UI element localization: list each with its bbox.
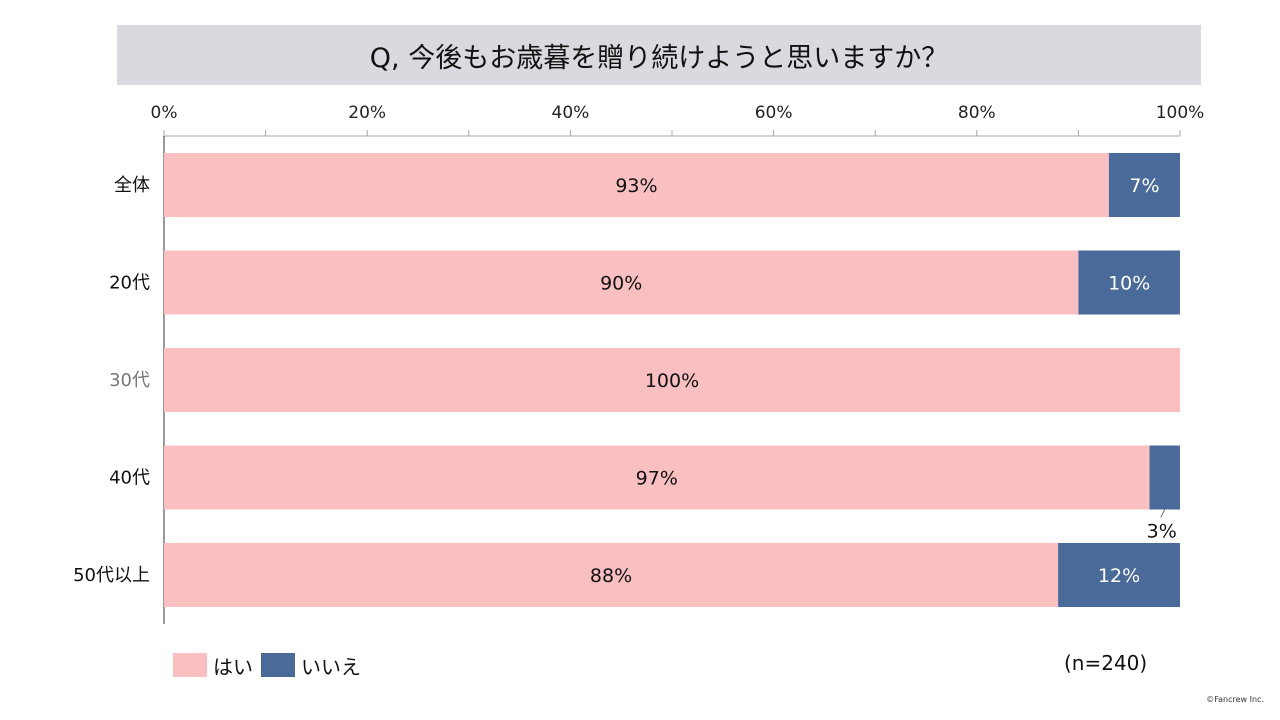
bar-yes xyxy=(164,445,1150,510)
sample-size-label: (n=240) xyxy=(1064,651,1148,675)
legend-swatch-yes xyxy=(173,653,207,677)
legend: はい いいえ xyxy=(173,651,369,679)
chart-title: Q, 今後もお歳暮を贈り続けようと思いますか？ xyxy=(369,42,949,74)
bar-yes xyxy=(164,543,1059,607)
legend-item-no: いいえ xyxy=(261,651,361,680)
data-label-no: 3% xyxy=(1147,521,1177,543)
data-label-yes: 100% xyxy=(645,370,699,392)
data-label-yes: 90% xyxy=(600,273,642,295)
legend-swatch-no xyxy=(261,653,295,677)
category-label: 全体 xyxy=(114,175,150,196)
bar-no xyxy=(1108,153,1180,217)
data-label-no: 12% xyxy=(1098,565,1140,587)
legend-item-yes: はい xyxy=(173,651,253,680)
copyright-notice: ©Fancrew Inc. xyxy=(1206,695,1264,704)
bar-no xyxy=(1058,543,1180,607)
data-label-yes: 97% xyxy=(636,468,678,490)
bar-yes xyxy=(164,153,1109,217)
leader-line xyxy=(1160,509,1166,518)
data-label-no: 10% xyxy=(1108,273,1150,295)
category-label: 20代 xyxy=(109,273,150,294)
x-tick-label: 60% xyxy=(755,103,793,123)
x-tick-label: 80% xyxy=(958,103,996,123)
bar-no xyxy=(1149,445,1180,510)
bar-yes xyxy=(164,348,1180,412)
x-tick-label: 100% xyxy=(1156,103,1205,123)
data-label-yes: 93% xyxy=(615,175,657,197)
category-label: 40代 xyxy=(109,468,150,489)
legend-label-no: いいえ xyxy=(301,654,361,679)
data-label-no: 7% xyxy=(1129,175,1159,197)
chart-title-banner: Q, 今後もお歳暮を贈り続けようと思いますか？ xyxy=(117,25,1201,85)
bar-no xyxy=(1078,250,1180,315)
x-tick-label: 0% xyxy=(151,103,178,123)
x-tick-label: 40% xyxy=(552,103,590,123)
data-label-yes: 88% xyxy=(590,565,632,587)
bar-yes xyxy=(164,250,1079,315)
category-label: 50代以上 xyxy=(73,565,150,586)
category-label: 30代 xyxy=(109,370,150,391)
legend-label-yes: はい xyxy=(213,654,253,679)
x-tick-label: 20% xyxy=(348,103,386,123)
stacked-bar-chart: 0% 20% 40% 60% 80% 100% 全体 93% 7% 20代 90% 10% 30代 100… xyxy=(73,103,1205,624)
